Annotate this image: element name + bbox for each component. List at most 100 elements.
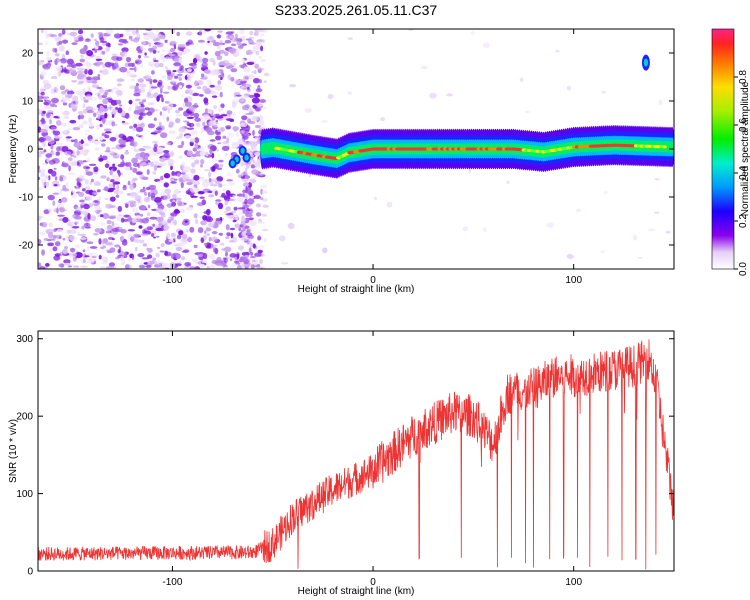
noise-speckle (151, 70, 155, 75)
noise-speckle (139, 63, 144, 69)
noise-speckle (112, 163, 116, 167)
noise-speckle (190, 195, 198, 198)
noise-speckle (70, 139, 76, 143)
noise-speckle (167, 107, 170, 114)
noise-speckle (83, 222, 91, 228)
noise-speckle (52, 192, 60, 195)
noise-speckle (104, 197, 109, 201)
noise-speckle (168, 239, 174, 242)
noise-speckle (237, 207, 246, 210)
noise-speckle (575, 208, 582, 213)
noise-speckle (54, 241, 61, 247)
noise-speckle (250, 264, 255, 269)
noise-speckle (217, 107, 224, 112)
noise-speckle (58, 263, 65, 268)
noise-speckle (199, 263, 206, 268)
noise-speckle (213, 163, 220, 169)
noise-speckle (204, 75, 208, 80)
noise-speckle (66, 32, 70, 36)
noise-speckle (118, 227, 123, 230)
noise-speckle (229, 258, 233, 261)
noise-speckle (111, 53, 118, 56)
noise-speckle (169, 40, 177, 46)
noise-speckle (186, 68, 192, 73)
noise-speckle (44, 29, 48, 35)
noise-speckle (42, 110, 46, 114)
noise-speckle (186, 174, 195, 180)
noise-speckle (632, 234, 638, 241)
noise-speckle (69, 31, 77, 37)
noise-speckle (153, 236, 156, 239)
noise-speckle (143, 34, 151, 40)
noise-speckle (168, 54, 176, 57)
noise-speckle (202, 234, 208, 241)
noise-speckle (116, 99, 122, 105)
noise-speckle (224, 210, 229, 214)
noise-speckle (261, 29, 269, 33)
noise-speckle (135, 126, 144, 132)
noise-speckle (59, 176, 64, 182)
noise-speckle (546, 222, 554, 229)
noise-speckle (77, 110, 84, 116)
noise-speckle (80, 54, 84, 58)
noise-speckle (135, 246, 138, 252)
noise-speckle (179, 56, 183, 60)
noise-speckle (44, 106, 53, 109)
noise-speckle (67, 263, 74, 267)
noise-speckle (213, 121, 220, 127)
noise-speckle (136, 31, 140, 39)
noise-speckle (104, 112, 108, 119)
noise-speckle (156, 180, 165, 184)
noise-speckle (82, 188, 86, 192)
noise-speckle (242, 193, 245, 198)
noise-speckle (374, 196, 377, 201)
noise-speckle (106, 177, 110, 182)
noise-speckle (178, 84, 183, 89)
noise-speckle (255, 88, 263, 93)
noise-speckle (168, 103, 174, 109)
noise-speckle (55, 120, 62, 126)
noise-speckle (208, 120, 215, 127)
noise-speckle (253, 70, 257, 75)
y-tick-label: -10 (19, 193, 34, 204)
spectrogram-image (38, 29, 674, 269)
noise-speckle (321, 120, 328, 123)
noise-speckle (102, 98, 109, 105)
noise-speckle (147, 61, 155, 67)
noise-speckle (46, 156, 50, 163)
noise-speckle (120, 217, 125, 223)
noise-speckle (38, 187, 43, 191)
noise-speckle (150, 233, 155, 237)
snr-xlabel: Height of straight line (km) (298, 586, 415, 597)
noise-speckle (50, 150, 57, 156)
noise-speckle (43, 66, 51, 70)
noise-speckle (219, 39, 223, 46)
noise-speckle (155, 29, 160, 33)
noise-speckle (38, 60, 43, 66)
noise-speckle (193, 102, 198, 109)
noise-speckle (69, 252, 77, 258)
noise-speckle (181, 250, 188, 253)
noise-speckle (238, 227, 242, 231)
noise-speckle (202, 181, 210, 188)
noise-speckle (171, 80, 178, 83)
noise-speckle (223, 266, 229, 269)
noise-speckle (176, 242, 185, 247)
noise-speckle (138, 265, 146, 269)
noise-speckle (111, 228, 119, 232)
noise-speckle (68, 68, 74, 75)
noise-speckle (210, 183, 218, 187)
noise-speckle (119, 66, 128, 73)
noise-speckle (127, 180, 131, 186)
noise-speckle (38, 42, 43, 46)
noise-speckle (210, 236, 218, 242)
noise-speckle (470, 31, 475, 36)
noise-speckle (133, 123, 138, 129)
noise-speckle (108, 183, 113, 190)
noise-speckle (260, 124, 266, 129)
noise-speckle (199, 196, 205, 199)
noise-speckle (194, 137, 200, 144)
noise-speckle (256, 139, 262, 144)
noise-speckle (199, 29, 202, 37)
noise-speckle (93, 192, 99, 195)
